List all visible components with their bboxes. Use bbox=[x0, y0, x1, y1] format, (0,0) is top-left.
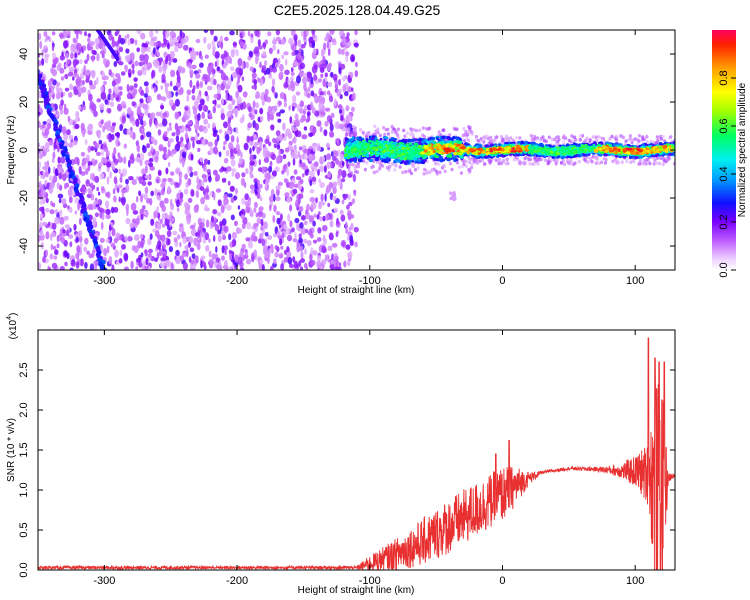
colorbar-tick-label: 0.2 bbox=[718, 214, 730, 229]
chart-title: C2E5.2025.128.04.49.G25 bbox=[274, 2, 441, 18]
snr-frame bbox=[37, 329, 676, 571]
y-tick-label: 2.0 bbox=[18, 402, 30, 417]
x-tick-label: -300 bbox=[93, 275, 115, 287]
snr-series-line bbox=[38, 337, 675, 570]
colorbar-label: Normalized spectral amplitude bbox=[737, 82, 748, 217]
colorbar: 0.8 0.6 0.4 0.2 0.0 Normalized spectral ampl… bbox=[712, 30, 748, 278]
y-tick-label: 0.0 bbox=[18, 562, 30, 577]
x-tick-label: -200 bbox=[226, 575, 248, 587]
snr-x-ticks: -300 -200 -100 0 100 bbox=[93, 330, 644, 587]
x-tick-label: -100 bbox=[359, 275, 381, 287]
x-tick-label: 0 bbox=[499, 575, 505, 587]
y-tick-label: 0.5 bbox=[18, 522, 30, 537]
spectrogram-y-label: Frequency (Hz) bbox=[6, 116, 17, 185]
x-tick-label: -300 bbox=[93, 575, 115, 587]
colorbar-ticks: 0.8 0.6 0.4 0.2 0.0 bbox=[718, 70, 736, 278]
snr-y-ticks: 2.5 2.0 1.5 1.0 0.5 0.0 bbox=[18, 362, 675, 578]
snr-y-label: SNR (10 * v/v) bbox=[6, 418, 17, 482]
spectrogram-marks bbox=[38, 30, 675, 270]
snr-marks bbox=[38, 337, 675, 570]
snr-panel: -300 -200 -100 0 100 2.5 2.0 1.5 1.0 0.5 0.0 Heig… bbox=[6, 313, 676, 596]
diagonal-streak bbox=[38, 30, 120, 270]
colorbar-tick-label: 0.0 bbox=[718, 262, 730, 277]
colorbar-gradient bbox=[712, 30, 736, 270]
snr-multiplier-base: (x10 bbox=[8, 319, 19, 339]
spectrogram-x-label: Height of straight line (km) bbox=[298, 285, 415, 296]
y-tick-label: 0 bbox=[18, 147, 30, 153]
zero-frequency-band bbox=[343, 124, 675, 202]
x-tick-label: 100 bbox=[626, 575, 644, 587]
spectrogram-panel: -300 -200 -100 0 100 40 20 0 -20 -40 Height of s… bbox=[6, 29, 676, 296]
colorbar-tick-label: 0.6 bbox=[718, 118, 730, 133]
x-tick-label: 100 bbox=[626, 275, 644, 287]
spectrogram-y-ticks: 40 20 0 -20 -40 bbox=[18, 48, 675, 254]
x-tick-label: -100 bbox=[359, 575, 381, 587]
y-tick-label: -20 bbox=[18, 190, 30, 206]
y-tick-label: 1.0 bbox=[18, 482, 30, 497]
y-tick-label: -40 bbox=[18, 238, 30, 254]
y-tick-label: 20 bbox=[18, 96, 30, 108]
colorbar-tick-label: 0.8 bbox=[718, 70, 730, 85]
snr-x-label: Height of straight line (km) bbox=[298, 585, 415, 596]
x-tick-label: -200 bbox=[226, 275, 248, 287]
snr-multiplier: (x104) bbox=[6, 313, 19, 340]
snr-multiplier-close: ) bbox=[8, 313, 19, 316]
x-tick-label: 0 bbox=[499, 275, 505, 287]
speckle-region bbox=[38, 30, 359, 270]
snr-multiplier-exp: 4 bbox=[6, 316, 13, 320]
y-tick-label: 2.5 bbox=[18, 362, 30, 377]
spectrogram-x-ticks: -300 -200 -100 0 100 bbox=[93, 30, 644, 287]
y-tick-label: 1.5 bbox=[18, 442, 30, 457]
colorbar-tick-label: 0.4 bbox=[718, 166, 730, 181]
y-tick-label: 40 bbox=[18, 48, 30, 60]
